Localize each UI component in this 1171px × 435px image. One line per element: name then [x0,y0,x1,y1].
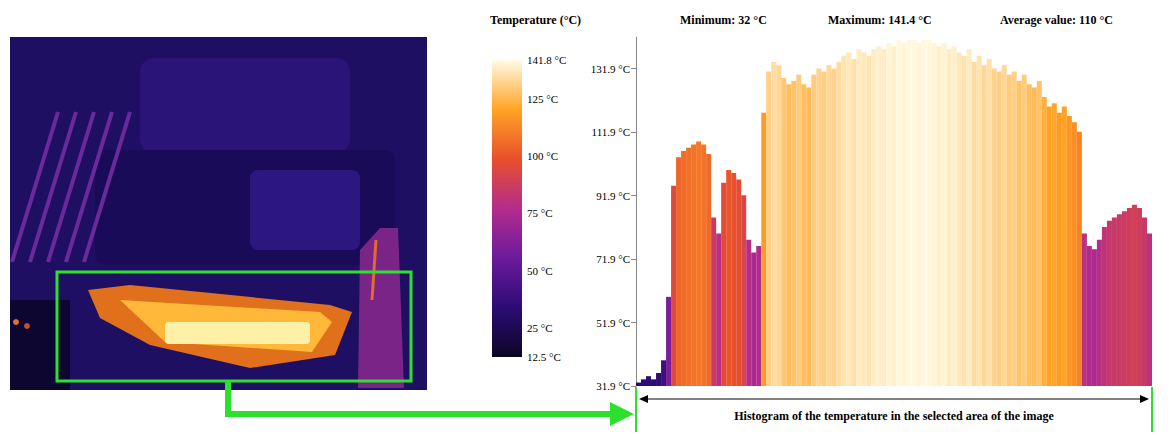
svg-text:Minimum: 32 °C: Minimum: 32 °C [680,13,767,27]
svg-text:Temperature (°C): Temperature (°C) [490,13,581,27]
svg-text:91.9 °C: 91.9 °C [596,190,630,202]
svg-text:12.5 °C: 12.5 °C [527,351,561,363]
svg-text:131.9 °C: 131.9 °C [591,63,630,75]
svg-text:71.9 °C: 71.9 °C [596,253,630,265]
svg-text:50 °C: 50 °C [527,265,553,277]
svg-text:125 °C: 125 °C [527,93,558,105]
svg-text:75 °C: 75 °C [527,207,553,219]
svg-text:Average value: 110 °C: Average value: 110 °C [1000,13,1113,27]
svg-text:141.8 °C: 141.8 °C [527,54,566,66]
svg-text:Histogram of the temperature i: Histogram of the temperature in the sele… [734,409,1054,423]
svg-text:100 °C: 100 °C [527,150,558,162]
svg-text:111.9 °C: 111.9 °C [592,126,630,138]
svg-text:25 °C: 25 °C [527,322,553,334]
svg-text:Maximum: 141.4 °C: Maximum: 141.4 °C [828,13,932,27]
svg-text:31.9 °C: 31.9 °C [596,380,630,392]
svg-text:51.9 °C: 51.9 °C [596,317,630,329]
